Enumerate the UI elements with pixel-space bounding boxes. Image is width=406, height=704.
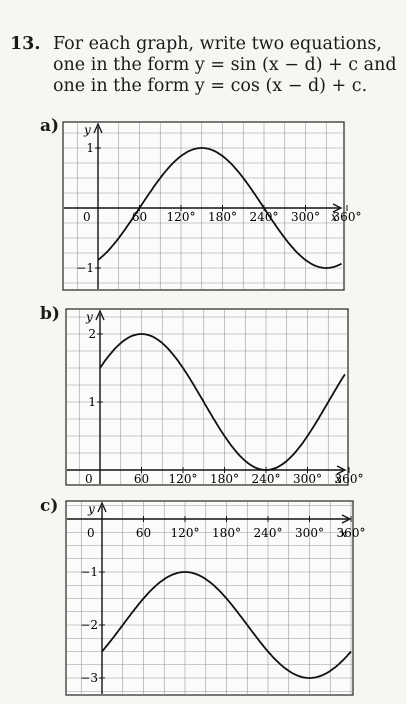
- graph-frame: [62, 121, 345, 291]
- x-tick-label: 180°: [208, 210, 237, 224]
- x-tick-label: 120°: [169, 472, 198, 486]
- origin-label: 0: [83, 210, 91, 224]
- origin-label: 0: [87, 526, 95, 540]
- sinusoid-curve: [97, 147, 342, 269]
- x-tick-label: 360°: [337, 526, 366, 540]
- graph-b: y x 0 60 120° 180° 240° 300° 360° 2 1: [65, 308, 363, 486]
- x-tick-label: 60: [136, 526, 151, 540]
- question-number: 13.: [10, 34, 41, 54]
- y-tick-label: −1: [80, 565, 98, 579]
- x-tick-label: 240°: [254, 526, 283, 540]
- x-axis-arrow: [332, 203, 343, 213]
- x-axis-arrow: [341, 514, 352, 524]
- graph-b-label: b): [40, 304, 60, 324]
- x-tick-label: 120°: [171, 526, 200, 540]
- y-tick-label: −2: [80, 618, 98, 632]
- y-tick-label: 2: [88, 327, 96, 341]
- graph-c-label: c): [40, 496, 59, 516]
- graph-c: y x 0 60 120° 180° 240° 300° 360° −1 −2 −3: [65, 500, 365, 696]
- x-tick-label: 300°: [291, 210, 320, 224]
- x-axis-label: x: [340, 526, 347, 540]
- x-tick-label: 360°: [335, 472, 364, 486]
- graph-a-label: a): [40, 116, 60, 136]
- y-axis-label: y: [83, 123, 91, 137]
- x-tick-label: 180°: [212, 526, 241, 540]
- question-line-3: one in the form y = cos (x − d) + c.: [53, 76, 368, 96]
- x-axis-label: x: [335, 472, 342, 486]
- y-axis-arrow: [95, 309, 105, 321]
- x-tick-label: 300°: [295, 526, 324, 540]
- x-axis-label: x: [331, 210, 338, 224]
- y-axis-arrow: [93, 122, 103, 134]
- origin-label: 0: [85, 472, 93, 486]
- x-tick-label: 120°: [167, 210, 196, 224]
- x-tick-label: 180°: [210, 472, 239, 486]
- x-tick-label: 360°: [333, 210, 362, 224]
- question-line-1: For each graph, write two equations,: [53, 34, 382, 54]
- y-axis-label: y: [87, 502, 95, 516]
- y-tick-label: 1: [86, 141, 94, 155]
- sinusoid-curve: [101, 571, 352, 679]
- x-axis-arrow: [336, 465, 347, 475]
- graph-a: yx0 60 120° 180° 240° 300° 360°1−1: [62, 121, 361, 291]
- graph-frame: [65, 308, 349, 486]
- y-axis-label: y: [85, 310, 93, 324]
- x-tick-label: 60: [134, 472, 149, 486]
- y-tick-label: −3: [80, 671, 98, 685]
- x-tick-label: 300°: [293, 472, 322, 486]
- question-line-2: one in the form y = sin (x − d) + c and: [53, 55, 397, 75]
- y-tick-label: −1: [76, 261, 94, 275]
- y-axis-arrow: [97, 501, 107, 513]
- y-tick-label: 1: [88, 395, 96, 409]
- x-tick-label: 240°: [252, 472, 281, 486]
- sinusoid-curve: [99, 333, 346, 471]
- graph-frame: [65, 500, 354, 696]
